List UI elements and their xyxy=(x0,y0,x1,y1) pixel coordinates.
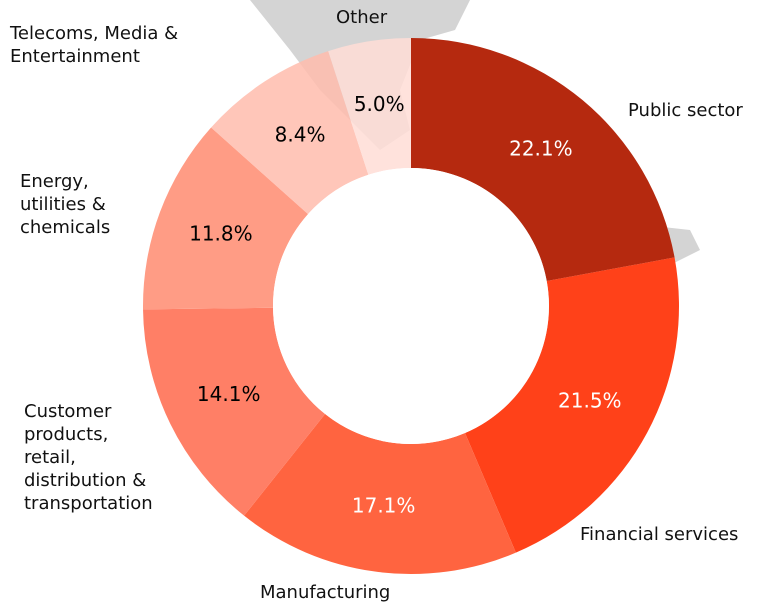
donut-slice xyxy=(465,257,679,553)
donut-slice xyxy=(328,38,411,175)
donut-slice xyxy=(211,51,369,215)
value-label: 5.0% xyxy=(354,92,405,116)
value-label: 8.4% xyxy=(275,122,326,146)
category-label: Manufacturing xyxy=(260,582,391,603)
category-label: Telecoms, Media & Entertainment xyxy=(10,23,179,67)
value-label: 22.1% xyxy=(509,136,573,160)
category-label: Public sector xyxy=(628,100,743,121)
category-label: Other xyxy=(336,7,388,28)
value-label: 21.5% xyxy=(558,389,622,413)
donut-slice xyxy=(411,38,675,281)
donut-slice xyxy=(143,307,326,516)
donut-slice xyxy=(244,413,516,574)
category-label: Customer products, retail, distribution … xyxy=(24,401,153,514)
category-label: Energy, utilities & chemicals xyxy=(20,171,111,238)
donut-hole xyxy=(273,168,549,444)
value-label: 17.1% xyxy=(352,494,416,518)
donut-slice xyxy=(143,127,309,310)
category-label: Financial services xyxy=(580,524,739,545)
value-label: 11.8% xyxy=(189,221,253,245)
value-label: 14.1% xyxy=(197,382,261,406)
